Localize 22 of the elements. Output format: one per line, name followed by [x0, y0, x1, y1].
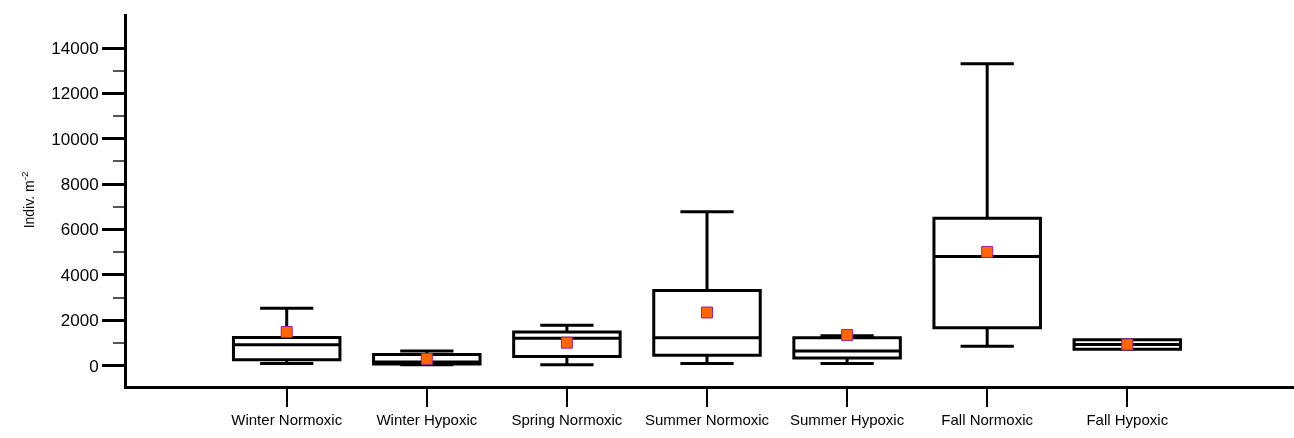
x-tick-label: Spring Normoxic	[511, 411, 623, 428]
y-tick-label: 10000	[51, 129, 99, 149]
y-tick-label: 8000	[60, 175, 99, 195]
y-tick-label: 4000	[60, 265, 99, 285]
point	[560, 336, 573, 349]
point	[420, 353, 433, 366]
y-tick-label: 0	[89, 356, 99, 376]
point	[981, 245, 994, 258]
y-tick-label: 2000	[60, 311, 99, 331]
y-tick-label: 12000	[51, 84, 99, 104]
point	[841, 328, 854, 341]
point	[1121, 338, 1134, 351]
x-tick-label: Fall Hypoxic	[1086, 411, 1169, 428]
x-tick-label: Summer Hypoxic	[789, 411, 905, 428]
x-tick-label: Summer Normoxic	[644, 411, 770, 428]
point	[701, 306, 713, 319]
y-tick-label: 14000	[51, 38, 99, 58]
x-tick-label: Fall Normoxic	[941, 411, 1034, 428]
x-tick-label: Winter Hypoxic	[376, 411, 478, 428]
point	[280, 326, 293, 339]
x-tick-label: Winter Normoxic	[231, 411, 343, 428]
y-tick-label: 6000	[60, 220, 99, 240]
